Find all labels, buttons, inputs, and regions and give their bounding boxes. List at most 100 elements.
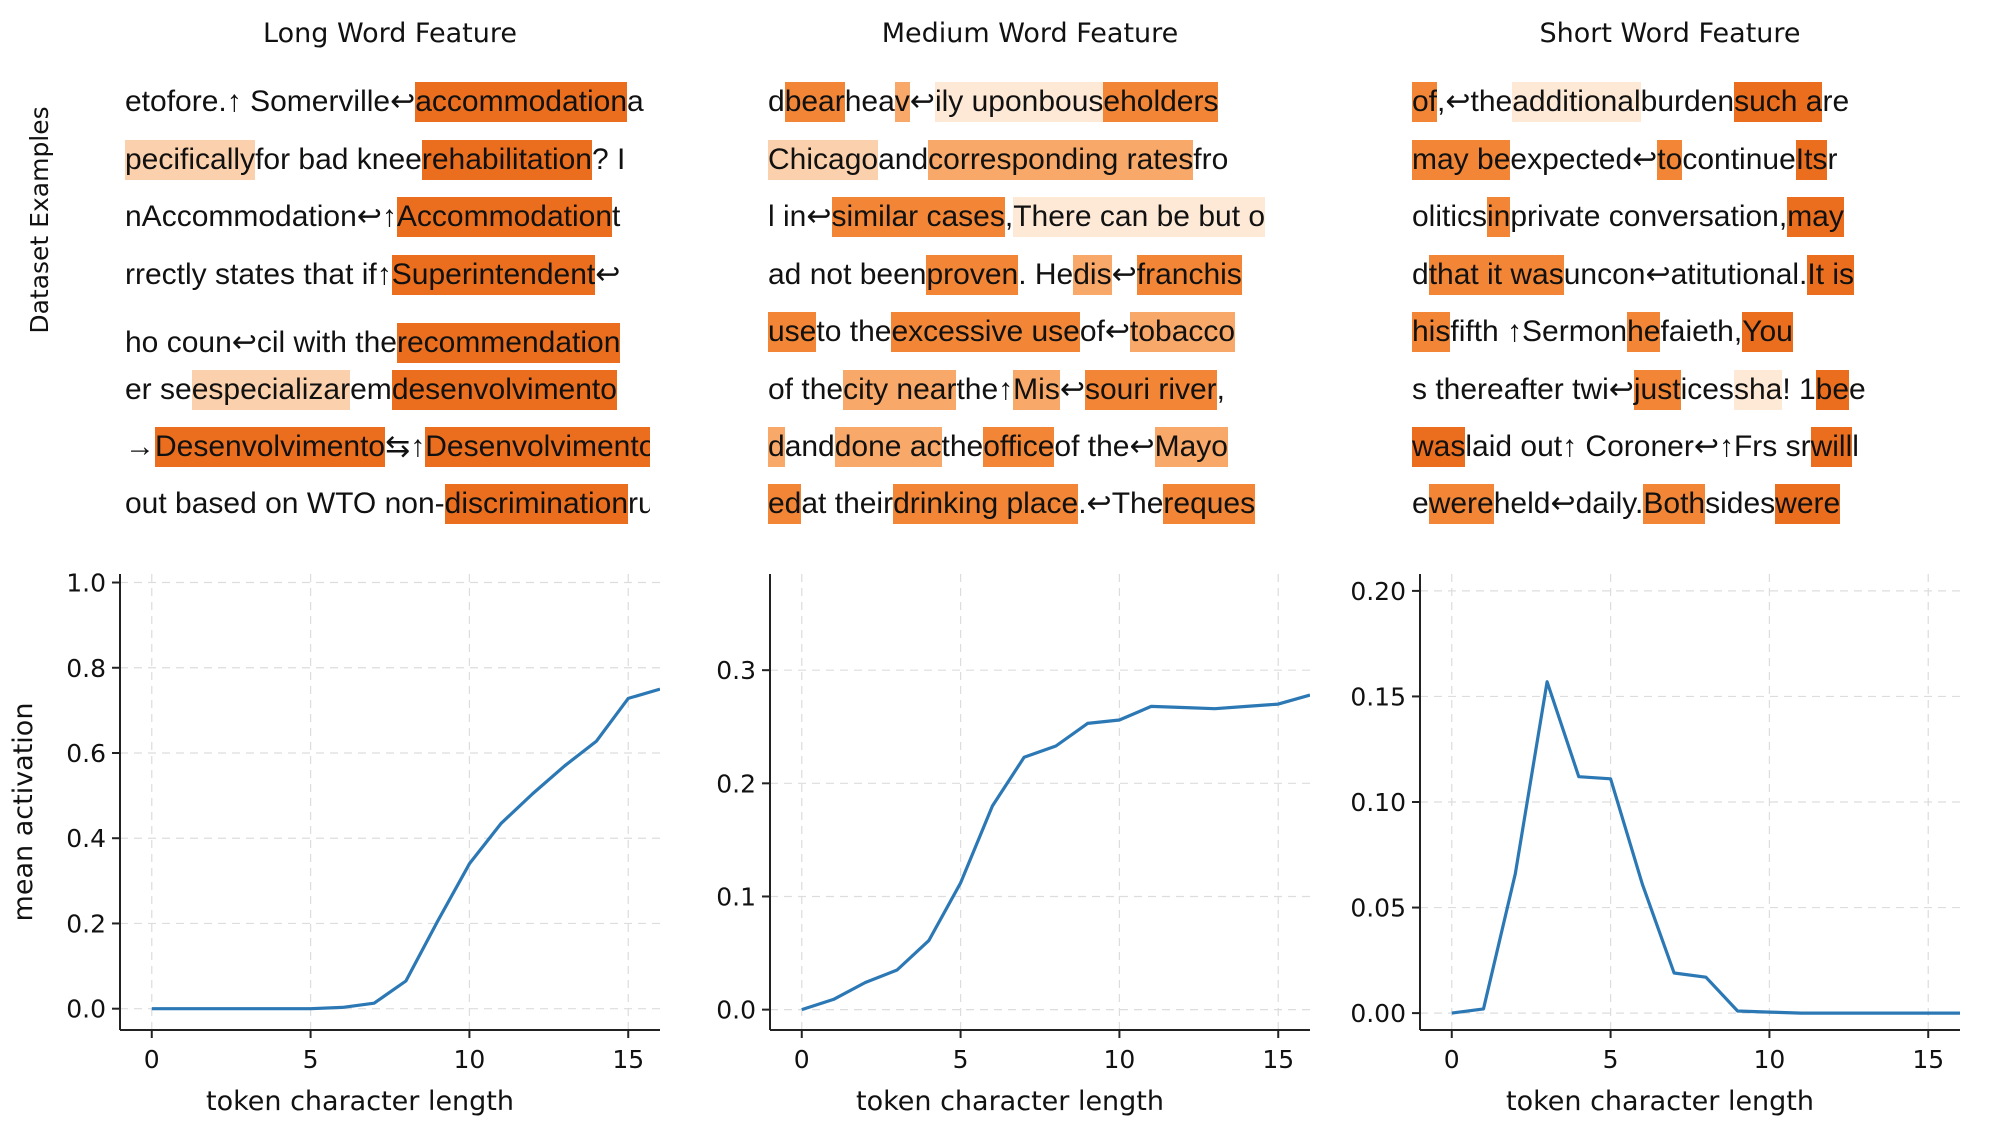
- series-line: [1451, 680, 1960, 1015]
- example-row: s thereafter twi↩just ices sha! 1 be e: [1412, 370, 1866, 410]
- chart-panel-1: 0 5 10 15 0.0 0.1 0.2 0.3 token character length: [716, 574, 1310, 1117]
- x-tick-label: 5: [303, 1045, 319, 1074]
- token: sides: [1705, 484, 1776, 524]
- token: excessive use: [891, 312, 1080, 352]
- chart-panel-0: 0 5 10 15 0.0 0.2 0.4 0.6 0.8 1.0 token character …: [8, 569, 660, 1117]
- token: the: [941, 427, 984, 467]
- y-tick-label: 0.3: [716, 656, 756, 685]
- token: ↩: [595, 255, 621, 295]
- token: franchis: [1136, 255, 1242, 295]
- token: done ac: [834, 427, 942, 467]
- token: l in↩: [768, 197, 832, 237]
- y-tick-label: 0.10: [1350, 788, 1406, 817]
- token: Mayo: [1154, 427, 1228, 467]
- token: burden: [1640, 82, 1735, 122]
- token: ? I: [591, 140, 626, 180]
- token: he: [1627, 312, 1661, 352]
- token: rehabilitation: [421, 140, 592, 180]
- example-row: his fifth ↑Sermon he faieth, You: [1412, 312, 1793, 352]
- series-line: [801, 693, 1310, 1012]
- token: ho coun↩cil with the: [125, 323, 397, 363]
- token: Superintendent: [391, 255, 596, 295]
- token: t: [612, 197, 621, 237]
- example-row: may be expected↩to continue Its r: [1412, 140, 1838, 180]
- token: his: [1412, 312, 1451, 352]
- token: ,: [1216, 370, 1226, 410]
- token: just: [1633, 370, 1681, 410]
- token: re: [1822, 82, 1850, 122]
- token: Accommodation: [396, 197, 613, 237]
- token: ↩: [909, 82, 935, 122]
- token: eholders: [1103, 82, 1219, 122]
- token: additional: [1512, 82, 1641, 122]
- example-row: use to the excessive use of↩tobacco: [768, 312, 1236, 352]
- token: accommodation: [415, 82, 628, 122]
- token: tobacco: [1130, 312, 1236, 352]
- token: bous: [1038, 82, 1104, 122]
- example-row: d and done ac the office of the↩Mayo: [768, 427, 1228, 467]
- panel-title-long: Long Word Feature: [263, 18, 517, 49]
- y-tick-label: 0.4: [66, 824, 106, 853]
- x-tick-label: 10: [454, 1045, 486, 1074]
- y-tick-label: 0.15: [1350, 682, 1406, 711]
- token: etofore.↑ Somerville↩: [125, 82, 416, 122]
- token: in: [1487, 197, 1511, 237]
- example-row: was laid out↑ Coroner↩↑Frs sr will l: [1412, 427, 1859, 467]
- token: corresponding rates: [928, 140, 1194, 180]
- example-row: of,↩the additional burden such a re: [1412, 82, 1850, 122]
- token: will: [1810, 427, 1853, 467]
- token: It is: [1807, 255, 1855, 295]
- token: Chicago: [768, 140, 879, 180]
- x-axis-label: token character length: [856, 1086, 1164, 1117]
- token: . He: [1018, 255, 1074, 295]
- token: reques: [1163, 484, 1256, 524]
- token: uncon↩atitutional.: [1563, 255, 1808, 295]
- x-axis-label: token character length: [1506, 1086, 1814, 1117]
- example-row: →Desenvolvimento⇆↑Desenvolvimentos: [125, 427, 650, 467]
- token: ily upon: [934, 82, 1039, 122]
- token: Both: [1643, 484, 1706, 524]
- token: discrimination: [444, 484, 629, 524]
- y-tick-label: 0.20: [1350, 577, 1406, 606]
- token: and: [878, 140, 929, 180]
- token: ↩: [1111, 255, 1137, 295]
- token: ⇆↑: [385, 427, 426, 467]
- token: e: [1849, 370, 1866, 410]
- token: be: [1815, 370, 1850, 410]
- token: nAccommodation↩↑: [125, 197, 397, 237]
- token: of the↩: [1054, 427, 1155, 467]
- token: r: [1827, 140, 1838, 180]
- x-tick-label: 5: [1603, 1045, 1619, 1074]
- example-row: er se especializar em desenvolvimento: [125, 370, 617, 410]
- token: ↩: [1059, 370, 1085, 410]
- examples-short-word: of,↩the additional burden such a re may b…: [1412, 82, 1920, 532]
- token: d: [1412, 255, 1429, 295]
- example-row: l in↩similar cases, There can be but o: [768, 197, 1266, 237]
- x-tick-label: 15: [1262, 1045, 1294, 1074]
- example-row: nAccommodation↩↑Accommodation t: [125, 197, 621, 237]
- token: ru: [628, 484, 650, 524]
- token: .↩The: [1078, 484, 1164, 524]
- token: a: [627, 82, 644, 122]
- y-tick-label: 0.8: [66, 654, 106, 683]
- series-line: [151, 687, 660, 1011]
- token: was: [1412, 427, 1466, 467]
- token: ,: [1004, 197, 1014, 237]
- example-row: olitics in private conversation, may: [1412, 197, 1844, 237]
- token: were: [1428, 484, 1494, 524]
- token: may: [1787, 197, 1844, 237]
- token: You: [1742, 312, 1793, 352]
- x-tick-label: 10: [1754, 1045, 1786, 1074]
- token: sha: [1733, 370, 1783, 410]
- token: ices: [1680, 370, 1734, 410]
- token: em: [350, 370, 392, 410]
- token: the↑: [956, 370, 1014, 410]
- y-tick-label: 0.2: [716, 769, 756, 798]
- token: dis: [1073, 255, 1112, 295]
- y-axis-label: mean activation: [8, 703, 39, 922]
- token: continue: [1682, 140, 1796, 180]
- token: Its: [1795, 140, 1828, 180]
- token: er se: [125, 370, 192, 410]
- example-row: ad not been proven. He dis↩franchis: [768, 255, 1242, 295]
